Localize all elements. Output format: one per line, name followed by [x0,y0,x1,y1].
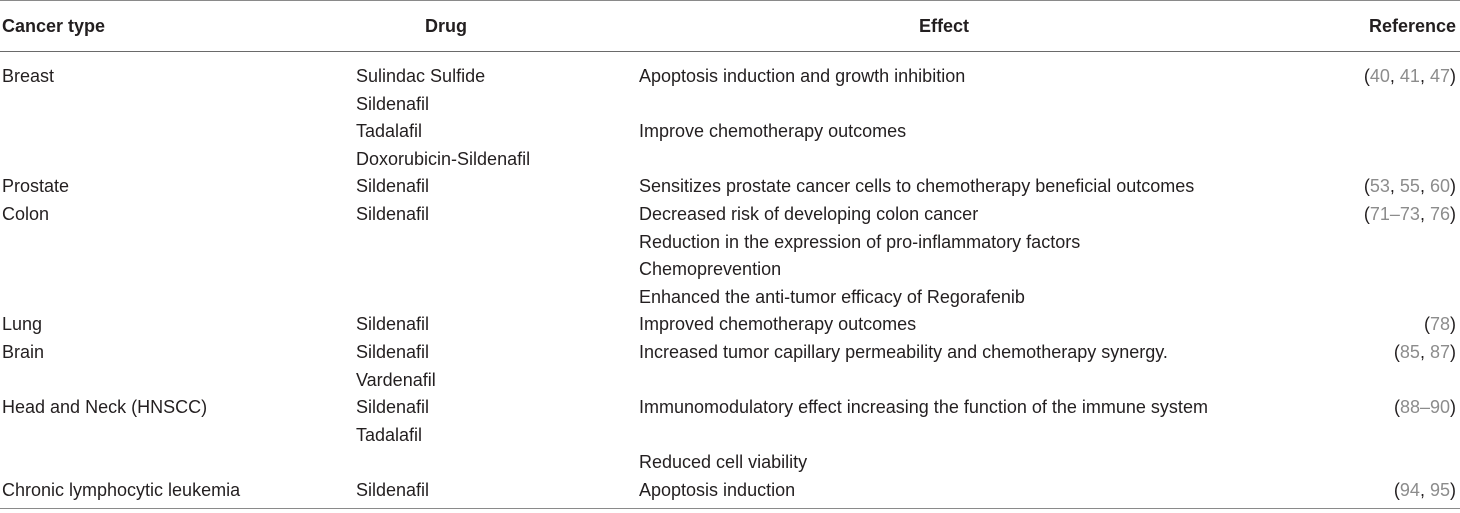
table-row: Enhanced the anti-tumor efficacy of Rego… [0,285,1460,313]
reference-link[interactable]: 53 [1369,176,1390,197]
table-row: Colon Sildenafil Decreased risk of develop… [0,202,1460,230]
header-effect: Effect [919,16,970,36]
reference-link[interactable]: 85 [1399,342,1420,362]
table-row: Tadalafil [0,423,1460,451]
cell-cancer-type: Prostate [2,176,70,197]
table-row: Vardenafil [0,368,1460,396]
header-drug: Drug [425,16,467,36]
cell-drug: Doxorubicin-Sildenafil [356,148,531,169]
table-row: Reduced cell viability [0,450,1460,478]
cell-cancer-type: Lung [2,314,43,335]
reference-link[interactable]: 55 [1399,176,1420,197]
cell-effect: Apoptosis induction and growth inhibitio… [639,66,966,86]
table-row: Breast Sulindac Sulfide Apoptosis inductio… [0,64,1460,92]
reference-link[interactable]: 88–90 [1399,397,1450,418]
table-row: Brain Sildenafil Increased tumor capillary… [0,340,1460,368]
cell-effect: Reduced cell viability [639,452,808,473]
header-rule [0,51,1460,52]
table-row: Tadalafil Improve chemotherapy outcomes [0,119,1460,147]
cell-reference: (85, 87) [1393,342,1456,362]
reference-link[interactable]: 95 [1429,480,1450,500]
cell-drug: Tadalafil [356,121,423,142]
reference-link[interactable]: 87 [1429,342,1450,362]
table-row: Lung Sildenafil Improved chemotherapy outc… [0,312,1460,340]
cell-drug: Sildenafil [356,93,430,114]
cell-drug: Sildenafil [356,342,430,362]
cell-cancer-type: Breast [2,66,55,86]
reference-link[interactable]: 76 [1429,204,1450,224]
cell-cancer-type: Colon [2,204,50,224]
reference-link[interactable]: 47 [1429,66,1450,86]
header-cancer-type: Cancer type [2,16,106,36]
cell-reference: (71–73, 76) [1363,204,1456,224]
cell-drug: Tadalafil [356,424,423,445]
table-row: Chemoprevention [0,257,1460,285]
table-row: Doxorubicin-Sildenafil [0,147,1460,175]
table-bottom-rule [0,508,1460,509]
table-row: Head and Neck (HNSCC) Sildenafil Immunomod… [0,395,1460,423]
cell-effect: Enhanced the anti-tumor efficacy of Rego… [639,286,1025,307]
cell-reference: (78) [1423,314,1456,335]
cell-drug: Sildenafil [356,176,430,197]
table-row: Prostate Sildenafil Sensitizes prostate ca… [0,174,1460,202]
cell-cancer-type: Chronic lymphocytic leukemia [2,480,241,500]
cell-drug: Vardenafil [356,369,436,390]
header-reference: Reference [1368,16,1456,36]
cell-effect: Chemoprevention [639,259,782,280]
table-row: Reduction in the expression of pro-infla… [0,230,1460,258]
reference-link[interactable]: 41 [1399,66,1420,86]
table-row: Sildenafil [0,92,1460,120]
reference-link[interactable]: 78 [1429,314,1450,335]
reference-link[interactable]: 71–73 [1369,204,1420,224]
cell-effect: Reduction in the expression of pro-infla… [639,231,1081,252]
reference-link[interactable]: 60 [1429,176,1450,197]
table-top-rule [0,0,1460,1]
cell-effect: Increased tumor capillary permeability a… [639,342,1168,362]
cell-effect: Sensitizes prostate cancer cells to chem… [639,176,1195,197]
cell-cancer-type: Head and Neck (HNSCC) [2,397,208,418]
cell-effect: Decreased risk of developing colon cance… [639,204,979,224]
cell-reference: (94, 95) [1393,480,1456,500]
reference-link[interactable]: 40 [1369,66,1390,86]
cell-drug: Sildenafil [356,397,430,418]
reference-link[interactable]: 94 [1399,480,1420,500]
cell-drug: Sildenafil [356,314,430,335]
cell-drug: Sildenafil [356,204,430,224]
cell-drug: Sildenafil [356,480,430,500]
cell-effect: Improved chemotherapy outcomes [639,314,917,335]
cell-effect: Immunomodulatory effect increasing the f… [639,397,1208,418]
cell-effect: Apoptosis induction [639,480,796,500]
cell-reference: (88–90) [1393,397,1456,418]
cell-drug: Sulindac Sulfide [356,66,486,86]
cell-effect: Improve chemotherapy outcomes [639,121,907,142]
cell-reference: (40, 41, 47) [1363,66,1456,86]
table-row: Chronic lymphocytic leukemia Sildenafil Ap… [0,478,1460,506]
cell-reference: (53, 55, 60) [1363,176,1456,197]
cell-cancer-type: Brain [2,342,45,362]
